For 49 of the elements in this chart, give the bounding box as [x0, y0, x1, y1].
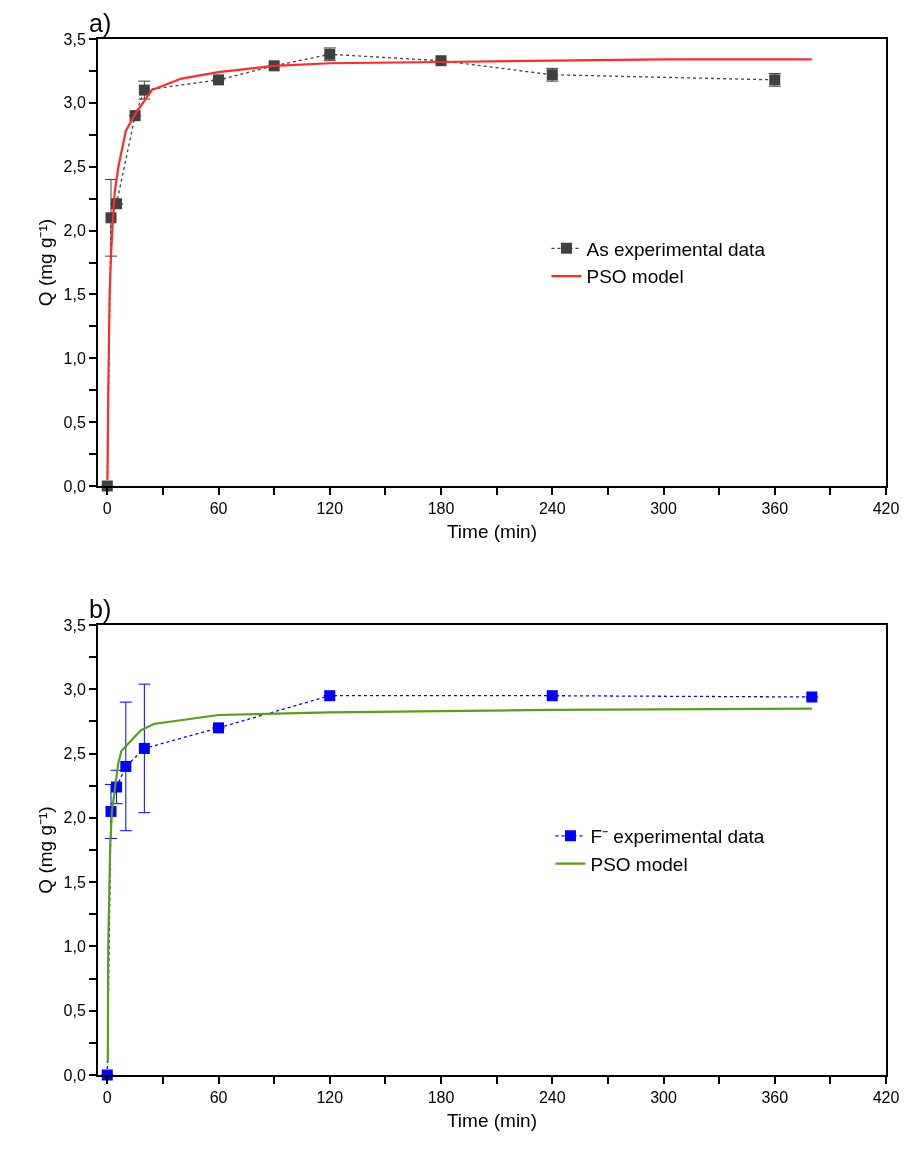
x-tick-label: 300 — [650, 500, 677, 518]
y-axis-title: Q (mg g⁻¹) — [34, 806, 56, 894]
y-tick-label: 1,5 — [63, 286, 86, 304]
y-tick-label: 3,5 — [63, 616, 86, 634]
x-tick-label: 120 — [316, 500, 344, 518]
x-tick-label: 240 — [538, 1089, 566, 1107]
x-tick-label: 0 — [102, 500, 112, 518]
y-tick-label: 2,0 — [63, 809, 86, 827]
y-tick-label: 1,0 — [63, 938, 86, 956]
x-axis-title: Time (min) — [446, 1109, 538, 1131]
x-tick-label: 0 — [102, 1089, 112, 1107]
x-tick-label: 60 — [209, 1089, 228, 1107]
x-tick-label: 360 — [761, 500, 789, 518]
x-tick-label: 60 — [209, 500, 228, 518]
y-tick-label: 0,5 — [63, 1002, 86, 1020]
chart-title: a) — [89, 9, 112, 37]
x-tick-label: 300 — [650, 1089, 677, 1107]
y-tick-label: 0,5 — [63, 413, 86, 431]
y-tick-label: 1,0 — [63, 349, 86, 367]
y-tick-label: 0,0 — [63, 477, 86, 495]
y-tick-label: 2,5 — [63, 745, 86, 763]
x-tick-label: 420 — [872, 1089, 900, 1107]
point — [546, 690, 558, 702]
x-axis-title: Time (min) — [446, 520, 538, 542]
point — [213, 722, 225, 734]
y-tick-label: 1,5 — [63, 873, 86, 891]
y-tick-label: 3,0 — [63, 680, 86, 698]
y-tick-label: 0,0 — [63, 1066, 86, 1084]
point — [138, 742, 150, 754]
legend-label: As experimental data — [586, 238, 766, 260]
legend-label: PSO model — [586, 266, 684, 288]
x-tick-label: 420 — [872, 500, 900, 518]
y-tick-label: 3,0 — [63, 94, 86, 112]
x-tick-label: 360 — [761, 1089, 789, 1107]
legend-label: PSO model — [590, 853, 688, 875]
point — [213, 74, 225, 86]
point — [324, 690, 336, 702]
point — [120, 760, 132, 772]
x-tick-label: 240 — [538, 500, 566, 518]
y-tick-label: 3,5 — [63, 30, 86, 48]
point — [806, 691, 818, 703]
x-tick-label: 180 — [427, 500, 455, 518]
y-tick-label: 2,5 — [63, 158, 86, 176]
x-tick-label: 120 — [316, 1089, 344, 1107]
legend-label: F⁻ experimental data — [590, 826, 765, 848]
x-tick-label: 180 — [427, 1089, 455, 1107]
y-tick-label: 2,0 — [63, 222, 86, 240]
y-axis-title: Q (mg g⁻¹) — [34, 218, 56, 307]
chart-title: b) — [89, 595, 112, 623]
